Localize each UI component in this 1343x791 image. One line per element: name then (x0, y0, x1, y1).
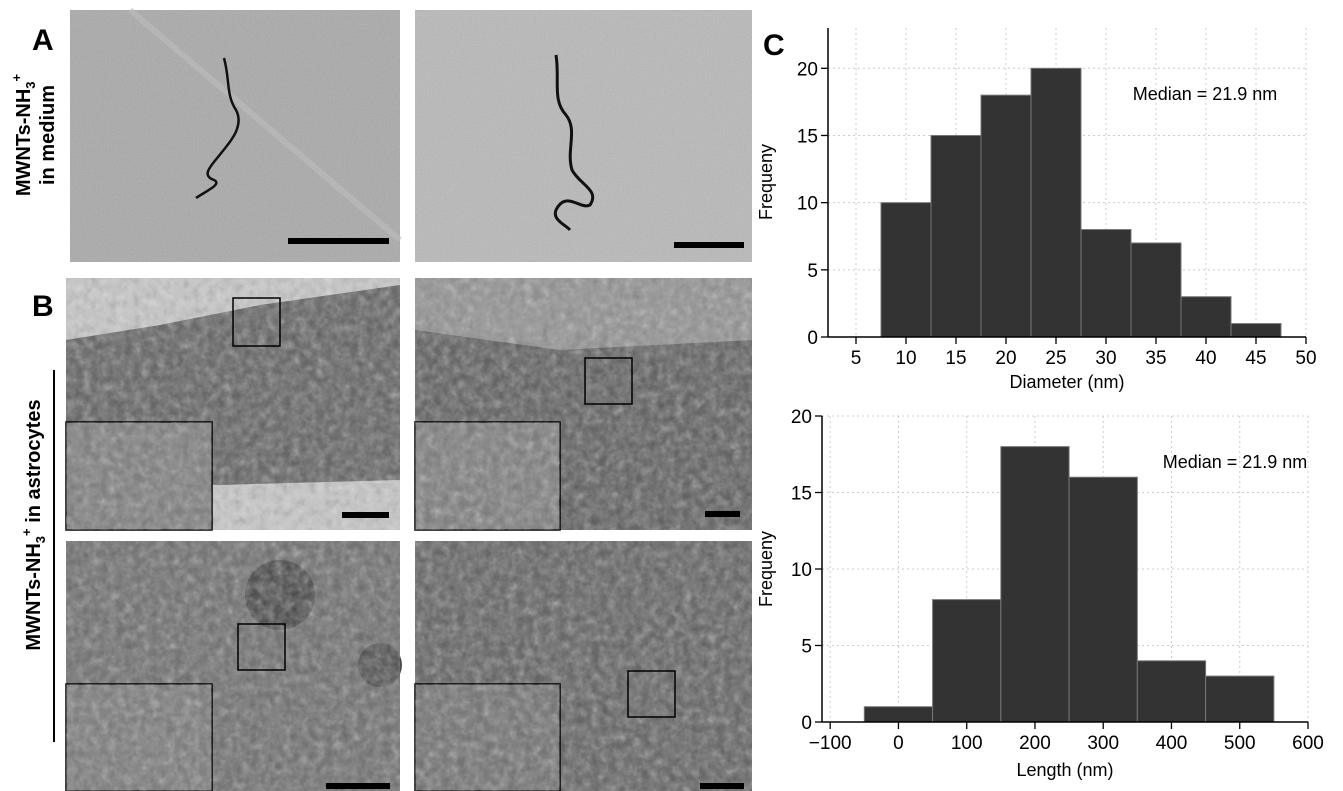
x-tick-label: 35 (1145, 348, 1166, 369)
micrograph-b3 (65, 541, 402, 791)
micrograph-b4 (414, 541, 752, 791)
bar (1180, 296, 1232, 338)
annotation: Median = 21.9 nm (1163, 452, 1308, 472)
panel-label: C (763, 29, 785, 62)
bar (863, 706, 934, 723)
bar (1080, 229, 1132, 338)
row-label-text: MWNTs-NH (23, 543, 45, 650)
x-tick-label: 5 (851, 348, 862, 369)
bar (932, 599, 1002, 723)
x-tick-label: 30 (1095, 348, 1116, 369)
x-tick-label: 50 (1295, 348, 1316, 369)
row-label-text: MWNTs-NH (13, 89, 35, 196)
x-tick-label: 10 (895, 348, 916, 369)
y-axis-label: Frequeny (756, 144, 776, 220)
bar (880, 202, 932, 338)
y-tick-label: 15 (797, 126, 818, 147)
row-label: MWNTs-NH3+ in astrocytes (19, 399, 48, 650)
micrograph-b2 (414, 278, 752, 531)
panel-label: A (32, 24, 54, 57)
row-label-sub: 3 (33, 536, 48, 543)
bar (980, 94, 1032, 338)
annotation: Median = 21.9 nm (1133, 84, 1278, 104)
bar (930, 134, 982, 338)
y-tick-label: 0 (807, 328, 818, 349)
x-tick-label: 100 (951, 733, 983, 754)
row-label: in medium (37, 85, 59, 185)
row-label: MWNTs-NH3+ (9, 73, 38, 196)
micrograph-a1 (70, 7, 402, 262)
x-axis-label: Diameter (nm) (1009, 372, 1124, 392)
y-tick-label: 20 (791, 407, 812, 428)
x-tick-label: 25 (1045, 348, 1066, 369)
y-tick-label: 20 (797, 59, 818, 80)
panel-label: B (32, 290, 54, 323)
row-label-sup: + (19, 528, 34, 536)
bar (1205, 675, 1275, 723)
bar (1068, 476, 1138, 723)
x-tick-label: 200 (1019, 733, 1051, 754)
x-axis-label: Length (nm) (1016, 760, 1113, 780)
x-tick-label: 0 (893, 733, 904, 754)
row-label-sub: 3 (23, 81, 38, 88)
row-label-sup: + (9, 73, 24, 81)
row-label-text: in astrocytes (23, 399, 45, 528)
x-tick-label: 15 (945, 348, 966, 369)
bar (1136, 660, 1207, 723)
x-tick-label: 300 (1087, 733, 1119, 754)
bar (1030, 67, 1082, 338)
x-tick-label: 20 (995, 348, 1016, 369)
micrograph-b1 (65, 278, 400, 531)
bar (1130, 242, 1182, 338)
y-tick-label: 15 (791, 484, 812, 505)
y-tick-label: 10 (797, 194, 818, 215)
x-tick-label: 400 (1156, 733, 1188, 754)
bar (1230, 323, 1282, 338)
x-tick-label: 500 (1224, 733, 1256, 754)
y-tick-label: 0 (801, 713, 812, 734)
x-tick-label: −100 (809, 733, 852, 754)
x-tick-label: 40 (1195, 348, 1216, 369)
y-tick-label: 10 (791, 560, 812, 581)
y-tick-label: 5 (801, 637, 812, 658)
x-tick-label: 45 (1245, 348, 1266, 369)
x-tick-label: 600 (1292, 733, 1324, 754)
y-axis-label: Frequeny (756, 531, 776, 607)
bar (1000, 446, 1070, 723)
micrograph-a2 (415, 10, 752, 262)
y-tick-label: 5 (807, 261, 818, 282)
